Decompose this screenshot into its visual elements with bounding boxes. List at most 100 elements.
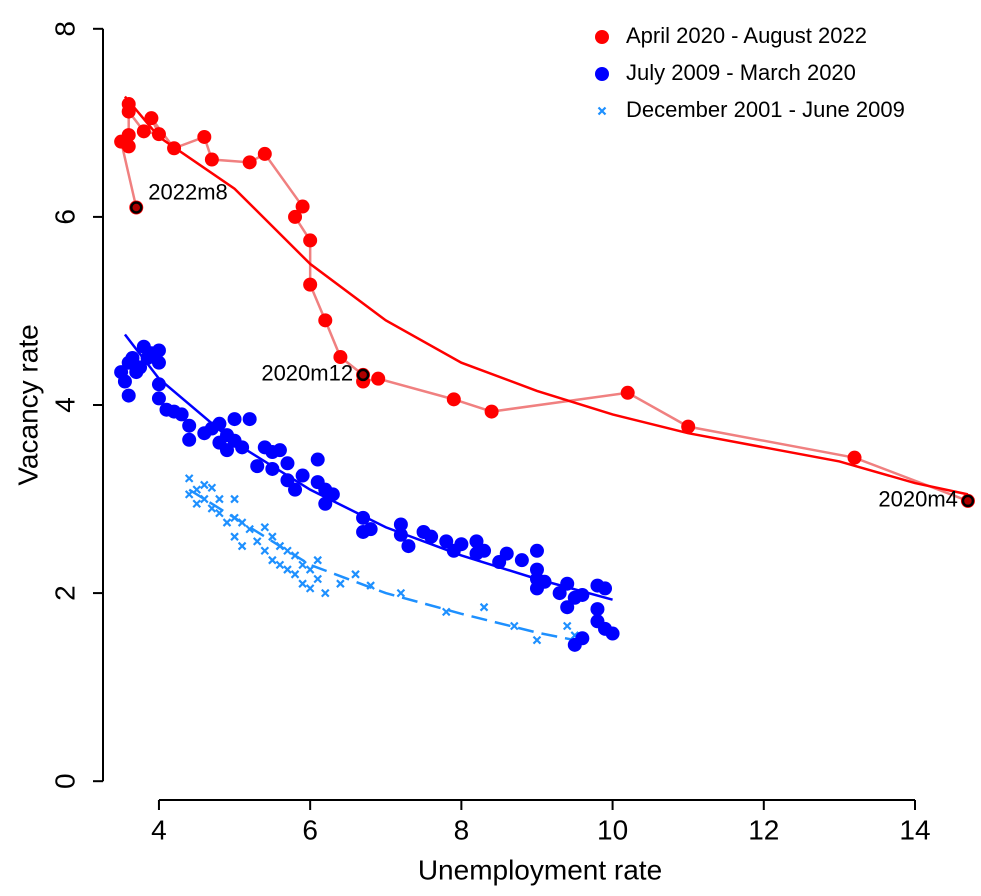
annotation-label: 2020m12 [261,361,353,386]
point [230,532,239,541]
point [499,546,514,561]
point [295,468,310,483]
point [250,459,265,474]
point [151,343,166,358]
point [552,586,567,601]
point [184,474,194,483]
point [446,392,461,407]
point [510,621,519,631]
point [560,600,575,615]
point [230,494,239,504]
point [605,626,620,641]
point [260,546,270,556]
point [441,607,451,617]
point [219,443,234,458]
point [121,388,136,403]
point [245,524,254,534]
y-tick-label: 6 [49,209,80,225]
point [268,555,277,565]
point [562,621,572,631]
point [318,496,333,511]
point [114,134,129,149]
point [439,534,454,549]
point [235,440,250,455]
legend-marker [595,30,609,44]
point [117,374,132,389]
point [215,508,224,518]
point [237,518,247,527]
point [333,350,348,365]
annotation-marker [356,368,370,382]
point [537,574,552,589]
point [280,456,295,471]
point [200,480,209,490]
point [298,560,307,570]
point [280,473,295,488]
point [303,277,318,292]
point [356,510,371,525]
point [598,581,613,596]
legend-marker [597,106,607,116]
point [192,485,202,494]
point [265,461,280,476]
point [182,432,197,447]
point [305,565,315,574]
point [212,416,227,431]
point [207,483,217,493]
point [567,637,582,652]
point [336,579,345,588]
point [197,129,212,144]
point [275,541,285,551]
annotation-marker [961,494,975,508]
point [237,541,247,551]
fit-curve [123,95,969,496]
point [303,233,318,248]
point [424,529,439,544]
point [283,546,292,556]
point [204,152,219,167]
point [121,97,136,112]
point [366,581,375,590]
point [477,543,492,558]
x-tick-label: 14 [899,814,930,845]
point [532,635,542,645]
point [151,127,166,142]
point [313,555,322,565]
point [192,499,202,509]
point [174,407,189,422]
point [207,504,217,513]
point [298,579,307,588]
point [295,199,310,214]
y-tick-label: 2 [49,585,80,601]
y-tick-label: 4 [49,397,80,413]
point [257,146,272,161]
point [227,412,242,427]
point [288,209,303,224]
point [144,111,159,126]
point [560,576,575,591]
point [133,360,148,375]
point [136,124,151,139]
legend-label: December 2001 - June 2009 [626,97,905,122]
point [393,517,408,532]
point [454,537,469,552]
point [290,551,300,560]
point [351,570,360,579]
x-tick-label: 8 [454,814,470,845]
point [479,602,489,612]
point [268,532,277,541]
x-tick-label: 10 [597,814,628,845]
point [242,155,257,170]
point [151,377,166,392]
point [321,588,330,598]
point [401,539,416,554]
y-axis-label: Vacancy rate [12,324,43,485]
point [371,371,386,386]
point [200,494,209,504]
point [215,494,224,504]
point [590,602,605,617]
point [290,570,300,579]
point [529,543,544,558]
point [681,419,696,434]
